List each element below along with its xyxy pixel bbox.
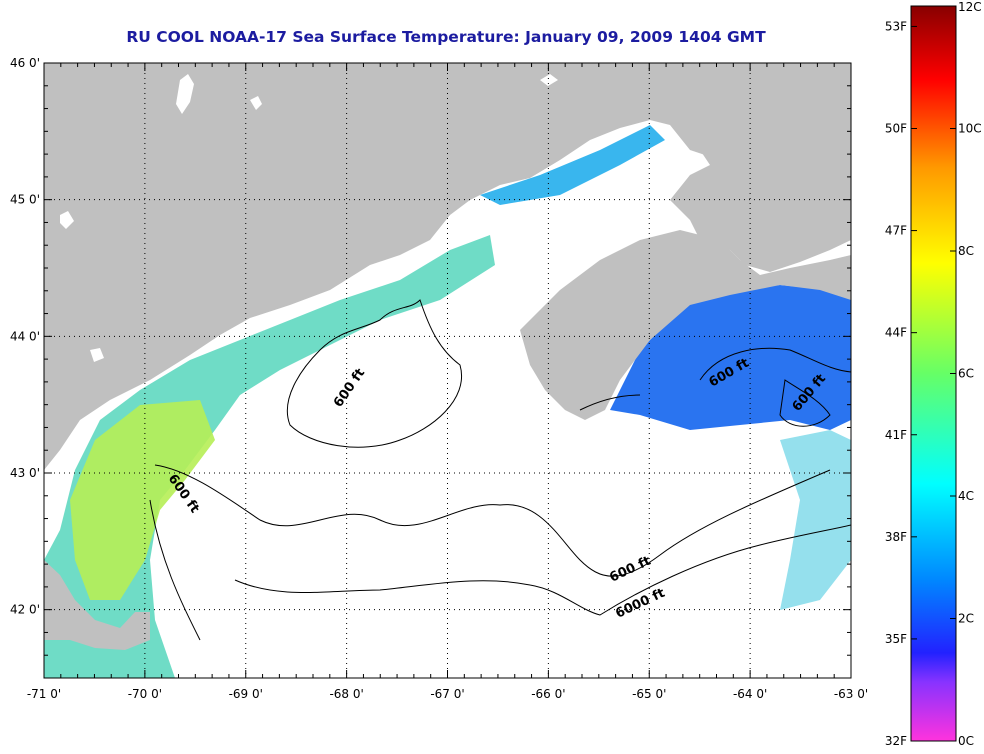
latitude-axis: 46 0' 45 0' 44 0' 43 0' 42 0' [10, 56, 851, 679]
sst-scattered-east [780, 430, 851, 610]
map-title: RU COOL NOAA-17 Sea Surface Temperature:… [126, 28, 766, 46]
colorbar-scale [910, 5, 957, 742]
colorbar-celsius-ticks: 12C 10C 8C 6C 4C 2C 0C [950, 0, 982, 748]
depth-contours [149, 299, 851, 641]
land-nova-scotia-north [700, 145, 851, 240]
colorbar-celsius-label: 2C [958, 612, 974, 626]
latitude-tick-label: 46 0' [10, 56, 40, 70]
colorbar-celsius-label: 12C [958, 0, 982, 14]
longitude-tick-label: -69 0' [229, 687, 263, 701]
longitude-tick-label: -65 0' [632, 687, 666, 701]
latitude-tick-label: 44 0' [10, 329, 40, 343]
sst-north-band [480, 125, 665, 205]
longitude-axis: -71 0' -70 0' -69 0' -68 0' -67 0' -66 0' -65 … [27, 63, 868, 701]
longitude-tick-label: -71 0' [27, 687, 61, 701]
colorbar-fahrenheit-label: 32F [885, 734, 907, 748]
longitude-tick-label: -63 0' [834, 687, 868, 701]
colorbar-fahrenheit-label: 44F [885, 326, 907, 340]
colorbar: 53F 50F 47F 44F 41F 38F 35F 32F 12C 10C 8C 6C 4C 2C 0… [885, 0, 982, 748]
land-maine-newbrunswick [44, 63, 851, 470]
colorbar-fahrenheit-label: 50F [885, 122, 907, 136]
land-cape-cod [44, 560, 150, 650]
longitude-tick-label: -64 0' [733, 687, 767, 701]
longitude-tick-label: -68 0' [329, 687, 363, 701]
longitude-tick-label: -70 0' [128, 687, 162, 701]
colorbar-fahrenheit-label: 41F [885, 428, 907, 442]
colorbar-celsius-label: 8C [958, 244, 974, 258]
latitude-tick-label: 42 0' [10, 603, 40, 617]
sst-warm-patch [70, 400, 215, 600]
colorbar-fahrenheit-label: 47F [885, 224, 907, 238]
colorbar-celsius-label: 6C [958, 367, 974, 381]
longitude-tick-label: -67 0' [430, 687, 464, 701]
colorbar-fahrenheit-ticks: 53F 50F 47F 44F 41F 38F 35F 32F [885, 19, 917, 748]
colorbar-celsius-label: 4C [958, 489, 974, 503]
latitude-tick-label: 45 0' [10, 193, 40, 207]
latitude-tick-label: 43 0' [10, 466, 40, 480]
land-nova-scotia [520, 230, 851, 420]
colorbar-fahrenheit-label: 53F [885, 19, 907, 33]
colorbar-fahrenheit-label: 38F [885, 530, 907, 544]
colorbar-celsius-label: 0C [958, 734, 974, 748]
longitude-tick-label: -66 0' [531, 687, 565, 701]
colorbar-celsius-label: 10C [958, 122, 982, 136]
colorbar-fahrenheit-label: 35F [885, 632, 907, 646]
